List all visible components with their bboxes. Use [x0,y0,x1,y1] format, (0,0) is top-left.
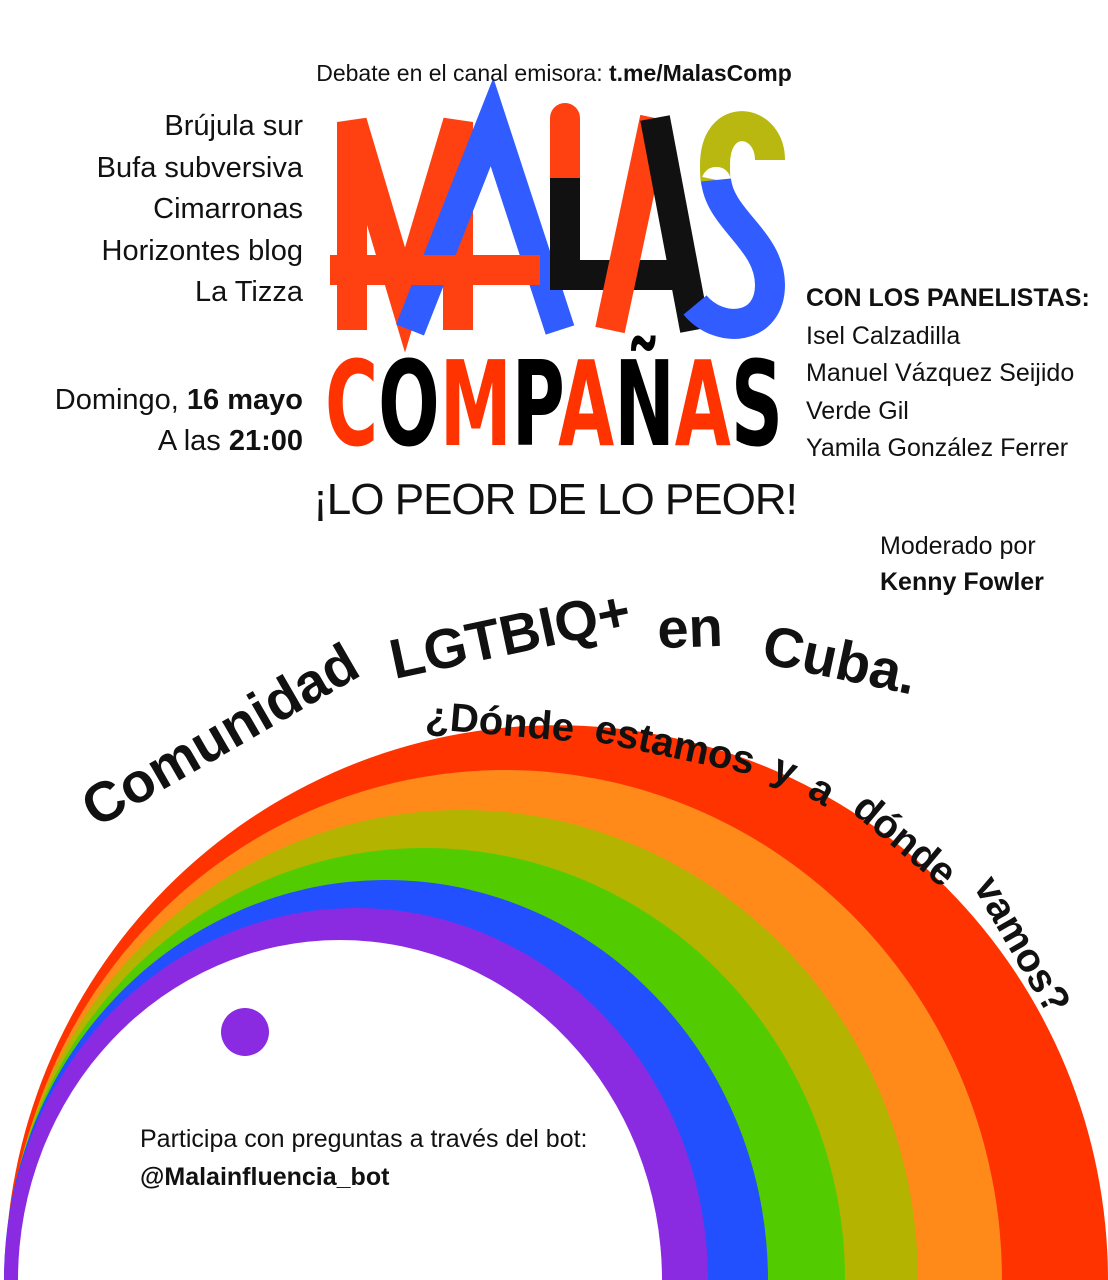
panelist: Isel Calzadilla [806,321,961,350]
organizer: Cimarronas [153,193,303,225]
logo-letter-s-top [699,111,785,197]
organizer: La Tizza [195,276,303,308]
logo-malas [330,77,786,353]
title-line1-word: en [656,594,724,661]
logo-letter: C [325,335,378,473]
event-time: 21:00 [228,425,303,457]
logo-tagline: ¡LO PEOR DE LO PEOR! [313,475,798,524]
logo-letter: A [558,335,614,473]
organizer: Horizontes blog [101,234,304,267]
rainbow-inner-white [18,940,662,1280]
participate-text: Participa con preguntas a través del bot… [140,1125,588,1153]
panelist: Manuel Vázquez Seijido [806,359,1075,387]
logo-letter-a2-right [640,115,710,333]
logo-letter: O [378,335,440,473]
debate-label: Debate en el canal emisora: [316,60,609,86]
moderator: Moderado por Kenny Fowler [880,528,1044,600]
day-label: Domingo, [54,384,187,416]
panelist: Yamila González Ferrer [806,434,1069,462]
debate-channel-line: Debate en el canal emisora: t.me/MalasCo… [0,60,1108,86]
logo-letter: A [675,335,731,473]
moderator-name: Kenny Fowler [880,568,1044,596]
channel-link[interactable]: t.me/MalasComp [609,60,792,86]
logo-letter: S [731,335,783,473]
organizer: Bufa subversiva [96,151,303,184]
logo-letter-l [550,178,690,290]
participate: Participa con preguntas a través del bot… [140,1120,588,1196]
logo-letter: Ñ [614,335,675,473]
event-date: 16 mayo [186,384,303,416]
moderator-label: Moderado por [880,532,1036,560]
logo-letter-s-bottom [683,177,786,339]
purple-dot [221,1008,269,1056]
bot-handle[interactable]: @Malainfluencia_bot [140,1163,390,1191]
svg-text:COMPAÑAS: COMPAÑAS [325,335,783,473]
time-label: A las [157,425,229,457]
logo-letter: P [512,335,562,473]
schedule: Domingo, 16 mayo A las 21:00 [55,380,303,462]
organizer: Brújula sur [164,110,303,142]
logo-companas: COMPAÑAS [325,335,783,473]
panelists-heading: CON LOS PANELISTAS: [806,284,1090,312]
logo-letter: M [440,335,512,473]
panelist: Verde Gil [806,396,909,425]
panelists: CON LOS PANELISTAS: Isel Calzadilla Manu… [806,280,1090,468]
organizers-list: Brújula sur Bufa subversiva Cimarronas H… [97,106,303,314]
